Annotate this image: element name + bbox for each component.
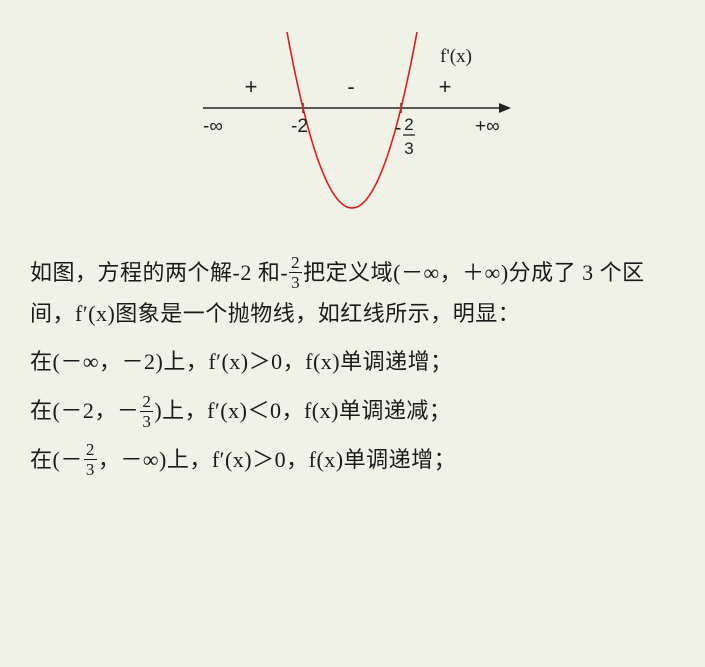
chart-area: f'(x)-∞+∞-2+-+-23 (30, 20, 675, 235)
frac4-den: 3 (84, 460, 97, 478)
svg-text:+: + (244, 74, 257, 99)
svg-text:f'(x): f'(x) (440, 46, 472, 67)
p3-part-b: )上，f′(x)＜0，f(x)单调递减； (154, 398, 451, 423)
svg-text:-∞: -∞ (203, 116, 223, 137)
frac3-num: 2 (140, 393, 153, 412)
svg-text:-: - (347, 74, 354, 99)
derivative-sign-chart: f'(x)-∞+∞-2+-+-23 (163, 20, 543, 235)
chart-svg: f'(x)-∞+∞-2+-+-23 (163, 20, 543, 230)
paragraph-interval-3: 在(－23，－∞)上，f′(x)＞0，f(x)单调递增； (30, 440, 675, 481)
svg-text:-: - (395, 118, 401, 139)
svg-text:+∞: +∞ (475, 116, 500, 137)
p4-part-b: ，－∞)上，f′(x)＞0，f(x)单调递增； (98, 447, 456, 472)
frac1-den: 3 (289, 273, 302, 291)
svg-text:3: 3 (404, 139, 413, 158)
svg-text:-2: -2 (291, 116, 308, 137)
frac4-num: 2 (84, 441, 97, 460)
inline-fraction-3: 23 (140, 393, 153, 430)
paragraph-intro: 如图，方程的两个解-2 和-23把定义域(－∞，＋∞)分成了 3 个区间，f′(… (30, 253, 675, 334)
svg-text:+: + (438, 74, 451, 99)
explanation-text: 如图，方程的两个解-2 和-23把定义域(－∞，＋∞)分成了 3 个区间，f′(… (30, 253, 675, 480)
frac1-num: 2 (289, 254, 302, 273)
frac3-den: 3 (140, 412, 153, 430)
paragraph-interval-1: 在(－∞，－2)上，f′(x)＞0，f(x)单调递增； (30, 342, 675, 383)
inline-fraction-4: 23 (84, 441, 97, 478)
paragraph-interval-2: 在(－2，－23)上，f′(x)＜0，f(x)单调递减； (30, 391, 675, 432)
p1-part-a: 如图，方程的两个解-2 和- (30, 260, 288, 285)
p4-part-a: 在(－ (30, 447, 83, 472)
inline-fraction-1: 23 (289, 254, 302, 291)
p3-part-a: 在(－2，－ (30, 398, 139, 423)
svg-text:2: 2 (404, 115, 413, 134)
